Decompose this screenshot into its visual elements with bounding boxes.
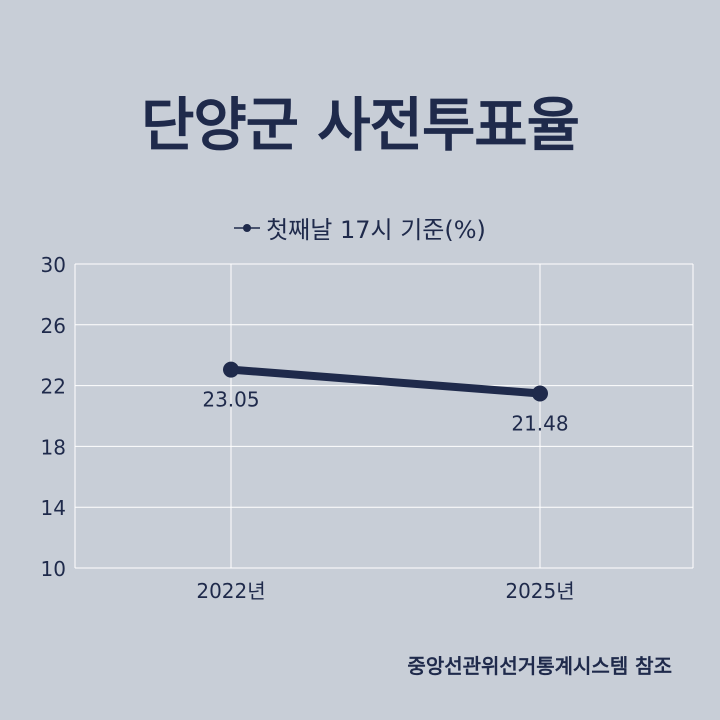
legend: 첫째날 17시 기준(%) (0, 210, 720, 245)
legend-line-marker-icon (234, 223, 261, 232)
y-axis-ticks: 10 14 18 22 26 30 (41, 253, 66, 581)
data-point (532, 385, 548, 402)
chart-title: 단양군 사전투표율 (140, 91, 580, 159)
y-tick-label: 18 (41, 435, 66, 459)
data-label: 21.48 (511, 412, 568, 436)
x-axis-ticks: 2022년 2025년 (196, 579, 574, 603)
y-tick-label: 14 (41, 496, 66, 520)
data-labels: 23.05 21.48 (202, 388, 568, 436)
source-note: 중앙선관위선거통계시스템 참조 (407, 654, 672, 678)
series-line-path (227, 365, 544, 398)
y-tick-label: 26 (41, 314, 66, 338)
y-tick-label: 30 (41, 253, 66, 277)
legend-label: 첫째날 17시 기준(%) (266, 216, 486, 244)
x-tick-label: 2022년 (196, 579, 265, 603)
grid (74, 263, 694, 569)
y-tick-label: 10 (41, 557, 66, 581)
data-label: 23.05 (202, 388, 259, 412)
series-line (223, 361, 548, 402)
y-tick-label: 22 (41, 375, 66, 399)
data-point (223, 361, 239, 378)
x-tick-label: 2025년 (505, 579, 574, 603)
